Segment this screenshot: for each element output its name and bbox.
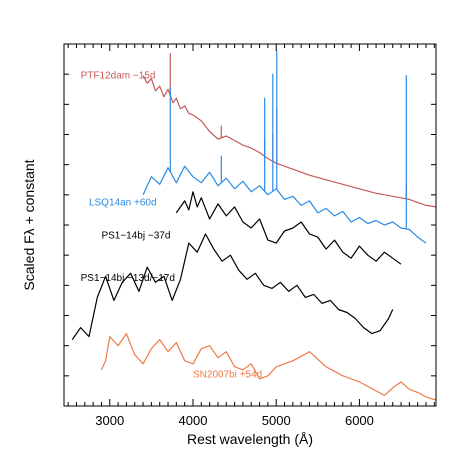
tick-label-layer: 3000 4000 5000 6000	[95, 413, 374, 428]
series-line-4	[100, 333, 437, 401]
series-label-layer: PTF12dam −15d LSQ14an +60d PS1−14bj −37d PS…	[81, 71, 263, 381]
x-tick-label: 4000	[179, 413, 208, 428]
y-axis-title: Scaled Fλ + constant	[21, 159, 37, 290]
series-layer	[71, 50, 437, 401]
series-label-4: SN2007bi +54d	[193, 369, 262, 380]
x-tick-label: 5000	[262, 413, 291, 428]
x-tick-label: 6000	[345, 413, 374, 428]
tick-layer	[64, 43, 436, 407]
series-line-3	[71, 233, 394, 340]
series-line-1	[142, 165, 427, 244]
x-tick-label: 3000	[95, 413, 124, 428]
series-label-2: PS1−14bj −37d	[101, 231, 170, 242]
series-label-1: LSQ14an +60d	[89, 197, 157, 208]
series-label-0: PTF12dam −15d	[81, 71, 156, 82]
series-line-0	[142, 75, 437, 208]
series-line-2	[175, 191, 402, 265]
x-axis-title: Rest wavelength (Å)	[187, 431, 313, 447]
series-label-3: PS1−14bj −13d/−17d	[81, 273, 175, 284]
